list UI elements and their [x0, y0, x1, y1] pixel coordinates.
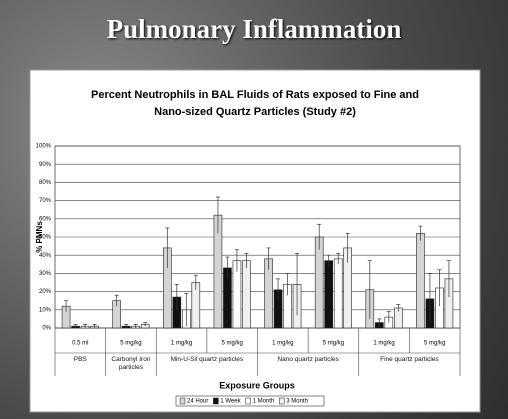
y-tick-label: 10%: [39, 307, 52, 313]
y-tick-label: 30%: [39, 271, 52, 277]
bar: [416, 233, 425, 329]
x-tick-label: 5 mg/kg: [424, 341, 445, 347]
legend-swatch: [245, 397, 251, 405]
bar: [324, 260, 333, 329]
chart-title: Percent Neutrophils in BAL Fluids of Rat…: [91, 89, 419, 101]
legend-label: 3 Month: [286, 399, 308, 405]
group-label: Nano quartz particles: [277, 356, 339, 363]
group-label: PBS: [73, 356, 87, 363]
x-tick-label: 5 mg/kg: [323, 341, 344, 347]
bar: [314, 236, 324, 329]
x-tick-label: 5 mg/kg: [222, 341, 243, 347]
slide-title: Pulmonary Inflammation: [106, 14, 402, 44]
group-label-box: Min-U-Sil quartz particles: [170, 356, 244, 363]
group-label: Carbonyl Iron particles: [111, 356, 151, 371]
x-tick-label: 5 mg/kg: [120, 341, 141, 347]
group-label: Fine quartz particles: [380, 356, 439, 363]
y-tick-label: 70%: [39, 198, 52, 204]
legend-label: 1 Month: [253, 399, 275, 405]
legend-swatch: [179, 397, 186, 405]
chart-title: Nano-sized Quartz Particles (Study #2): [154, 106, 356, 118]
x-tick-label: 1 mg/kg: [171, 341, 192, 347]
y-tick-label: 0%: [42, 326, 51, 332]
legend-swatch: [213, 397, 219, 405]
x-tick-label: 1 mg/kg: [373, 341, 394, 347]
legend-swatch: [279, 397, 285, 405]
x-axis-title: Exposure Groups: [219, 380, 295, 390]
legend-label: 1 Week: [220, 399, 241, 405]
bar: [242, 260, 251, 329]
group-label-box: PBS: [73, 356, 87, 363]
y-tick-label: 40%: [39, 253, 52, 259]
group-label: Min-U-Sil quartz particles: [170, 356, 244, 363]
x-tick-label: 1 mg/kg: [272, 341, 293, 347]
y-tick-label: 100%: [36, 144, 52, 150]
y-tick-label: 20%: [39, 289, 52, 295]
group-label-box: Nano quartz particles: [277, 356, 339, 363]
y-axis-title: % PMNs: [35, 221, 44, 253]
y-tick-label: 60%: [39, 216, 52, 222]
chart-panel: [29, 69, 481, 413]
x-tick-label: 0.5 ml: [72, 341, 88, 347]
y-tick-label: 50%: [39, 235, 52, 241]
group-label-box: Fine quartz particles: [380, 356, 439, 363]
legend-label: 24 Hour: [187, 399, 208, 405]
bar: [333, 258, 343, 329]
group-label-box: Carbonyl Iron particles: [111, 356, 151, 371]
y-tick-label: 80%: [39, 180, 52, 186]
y-tick-label: 90%: [39, 162, 52, 168]
